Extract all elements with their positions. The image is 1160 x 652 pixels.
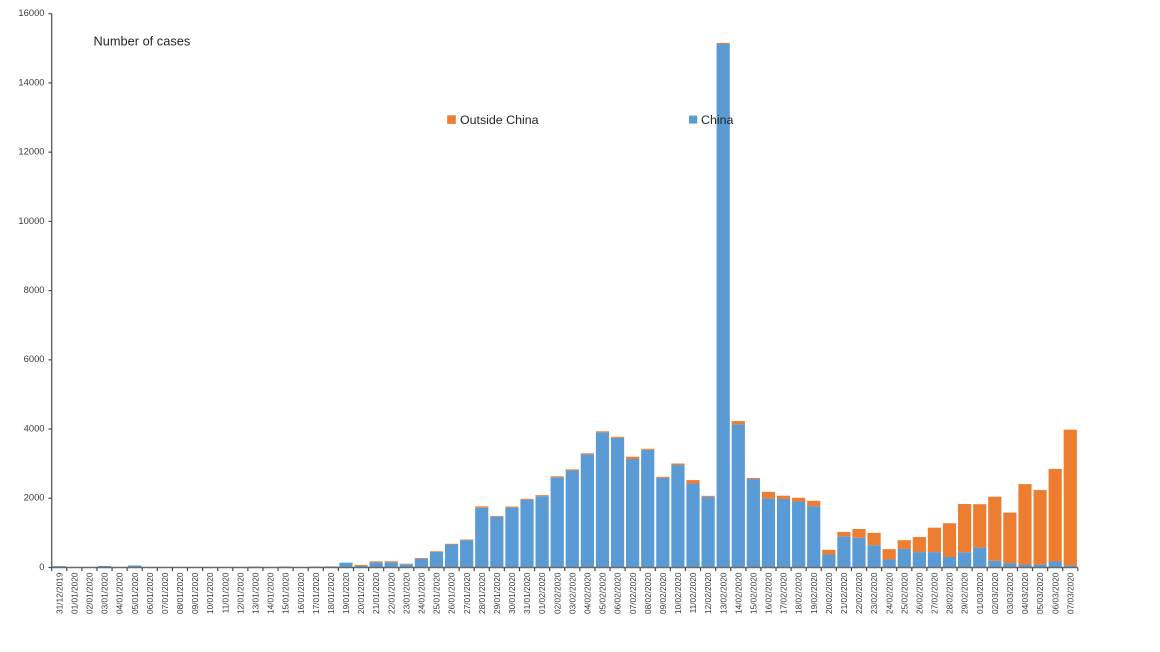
svg-text:09/01/2020: 09/01/2020 <box>190 572 200 614</box>
svg-text:16000: 16000 <box>18 7 44 18</box>
svg-text:4000: 4000 <box>24 422 45 433</box>
svg-text:01/01/2020: 01/01/2020 <box>69 572 79 614</box>
svg-text:25/01/2020: 25/01/2020 <box>432 572 442 614</box>
svg-text:16/01/2020: 16/01/2020 <box>296 572 306 614</box>
svg-text:03/02/2020: 03/02/2020 <box>567 572 577 614</box>
svg-text:20/02/2020: 20/02/2020 <box>824 572 834 614</box>
svg-text:China: China <box>701 113 733 127</box>
svg-text:0: 0 <box>39 561 44 572</box>
svg-text:19/01/2020: 19/01/2020 <box>341 572 351 614</box>
svg-text:02/02/2020: 02/02/2020 <box>552 572 562 614</box>
svg-text:01/03/2020: 01/03/2020 <box>975 572 985 614</box>
svg-text:08/02/2020: 08/02/2020 <box>643 572 653 614</box>
svg-text:17/01/2020: 17/01/2020 <box>311 572 321 614</box>
svg-text:26/01/2020: 26/01/2020 <box>447 572 457 614</box>
svg-text:07/03/2020: 07/03/2020 <box>1065 572 1075 614</box>
svg-text:26/02/2020: 26/02/2020 <box>914 572 924 614</box>
svg-text:25/02/2020: 25/02/2020 <box>899 572 909 614</box>
svg-text:06/03/2020: 06/03/2020 <box>1050 572 1060 614</box>
svg-text:11/02/2020: 11/02/2020 <box>688 572 698 613</box>
svg-text:10/02/2020: 10/02/2020 <box>673 572 683 614</box>
svg-text:31/01/2020: 31/01/2020 <box>522 572 532 614</box>
svg-text:02/03/2020: 02/03/2020 <box>990 572 1000 614</box>
svg-text:29/01/2020: 29/01/2020 <box>492 572 502 614</box>
svg-text:04/02/2020: 04/02/2020 <box>582 572 592 614</box>
svg-text:07/01/2020: 07/01/2020 <box>160 572 170 614</box>
svg-text:29/02/2020: 29/02/2020 <box>960 572 970 614</box>
svg-text:10000: 10000 <box>18 215 44 226</box>
svg-text:23/01/2020: 23/01/2020 <box>401 572 411 614</box>
svg-text:12000: 12000 <box>18 146 44 157</box>
svg-text:Outside China: Outside China <box>460 113 539 127</box>
svg-text:13/01/2020: 13/01/2020 <box>251 572 261 614</box>
svg-text:05/02/2020: 05/02/2020 <box>598 572 608 614</box>
svg-text:22/02/2020: 22/02/2020 <box>854 572 864 614</box>
svg-text:06/02/2020: 06/02/2020 <box>613 572 623 614</box>
svg-text:24/01/2020: 24/01/2020 <box>417 572 427 614</box>
svg-text:04/03/2020: 04/03/2020 <box>1020 572 1030 614</box>
svg-text:15/02/2020: 15/02/2020 <box>748 572 758 614</box>
svg-text:18/02/2020: 18/02/2020 <box>794 572 804 614</box>
svg-text:28/02/2020: 28/02/2020 <box>945 572 955 614</box>
svg-text:04/01/2020: 04/01/2020 <box>115 572 125 614</box>
svg-text:09/02/2020: 09/02/2020 <box>658 572 668 614</box>
svg-text:17/02/2020: 17/02/2020 <box>779 572 789 614</box>
svg-text:16/02/2020: 16/02/2020 <box>764 572 774 614</box>
svg-text:03/03/2020: 03/03/2020 <box>1005 572 1015 614</box>
svg-text:11/01/2020: 11/01/2020 <box>220 572 230 613</box>
svg-text:21/01/2020: 21/01/2020 <box>371 572 381 614</box>
svg-text:14/01/2020: 14/01/2020 <box>266 572 276 614</box>
svg-text:8000: 8000 <box>24 284 45 295</box>
svg-text:31/12/2019: 31/12/2019 <box>54 572 64 614</box>
svg-text:08/01/2020: 08/01/2020 <box>175 572 185 614</box>
svg-text:19/02/2020: 19/02/2020 <box>809 572 819 614</box>
svg-text:07/02/2020: 07/02/2020 <box>628 572 638 614</box>
svg-text:27/02/2020: 27/02/2020 <box>930 572 940 614</box>
svg-text:12/02/2020: 12/02/2020 <box>703 572 713 614</box>
svg-text:18/01/2020: 18/01/2020 <box>326 572 336 614</box>
svg-text:05/01/2020: 05/01/2020 <box>130 572 140 614</box>
svg-text:2000: 2000 <box>24 492 45 503</box>
svg-text:05/03/2020: 05/03/2020 <box>1035 572 1045 614</box>
svg-text:21/02/2020: 21/02/2020 <box>839 572 849 614</box>
svg-text:6000: 6000 <box>24 353 45 364</box>
svg-text:15/01/2020: 15/01/2020 <box>281 572 291 614</box>
svg-text:28/01/2020: 28/01/2020 <box>477 572 487 614</box>
svg-text:24/02/2020: 24/02/2020 <box>884 572 894 614</box>
svg-text:22/01/2020: 22/01/2020 <box>386 572 396 614</box>
svg-text:27/01/2020: 27/01/2020 <box>462 572 472 614</box>
svg-text:14/02/2020: 14/02/2020 <box>733 572 743 614</box>
svg-text:02/01/2020: 02/01/2020 <box>85 572 95 614</box>
svg-text:12/01/2020: 12/01/2020 <box>235 572 245 614</box>
svg-text:06/01/2020: 06/01/2020 <box>145 572 155 614</box>
svg-text:10/01/2020: 10/01/2020 <box>205 572 215 614</box>
svg-text:14000: 14000 <box>18 76 44 87</box>
svg-text:30/01/2020: 30/01/2020 <box>507 572 517 614</box>
svg-text:13/02/2020: 13/02/2020 <box>718 572 728 614</box>
svg-text:03/01/2020: 03/01/2020 <box>100 572 110 614</box>
svg-text:Number of cases: Number of cases <box>94 34 191 49</box>
svg-text:01/02/2020: 01/02/2020 <box>537 572 547 614</box>
svg-text:23/02/2020: 23/02/2020 <box>869 572 879 614</box>
svg-text:20/01/2020: 20/01/2020 <box>356 572 366 614</box>
